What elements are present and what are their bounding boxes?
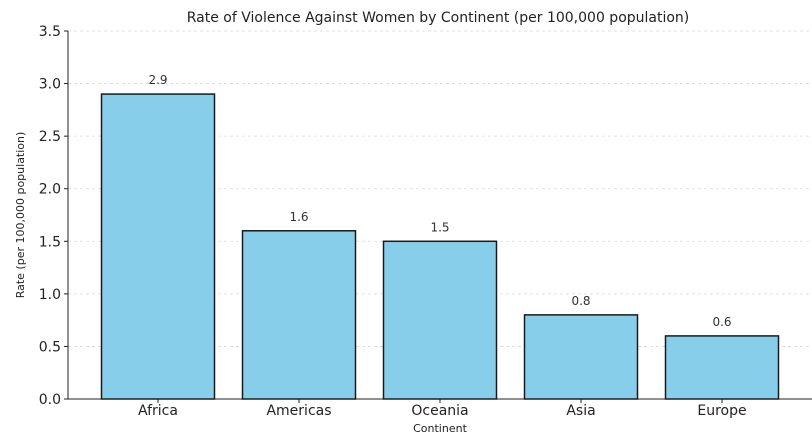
data-label: 2.9	[148, 73, 167, 87]
data-label: 0.6	[712, 315, 731, 329]
x-tick-label: Europe	[697, 403, 746, 419]
y-tick-label: 2.0	[39, 182, 61, 198]
data-label: 1.6	[289, 210, 308, 224]
x-tick-label: Asia	[566, 403, 595, 419]
bar-africa	[100, 93, 216, 400]
x-axis-label: Continent	[413, 422, 467, 435]
bar-oceania	[382, 240, 498, 400]
bar-asia	[523, 314, 639, 400]
y-axis-ticks: 0.0 0.5 1.0 1.5 2.0 2.5 3.0 3.5	[39, 24, 68, 408]
x-tick-label: Africa	[138, 403, 178, 419]
y-tick-label: 2.5	[39, 129, 61, 145]
y-tick-label: 1.5	[39, 234, 61, 250]
y-tick-label: 1.0	[39, 287, 61, 303]
y-tick-label: 0.0	[39, 392, 61, 408]
bars: 2.9 1.6 1.5 0.8 0.6	[100, 73, 780, 400]
y-tick-label: 3.5	[39, 24, 61, 40]
y-tick-label: 3.0	[39, 77, 61, 93]
x-tick-label: Americas	[266, 403, 331, 419]
bar-americas	[241, 230, 357, 400]
y-axis-label: Rate (per 100,000 population)	[14, 132, 27, 299]
data-label: 0.8	[571, 294, 590, 308]
chart-title: Rate of Violence Against Women by Contin…	[187, 10, 690, 26]
bar-europe	[664, 335, 780, 400]
x-axis-ticks: Africa Americas Oceania Asia Europe	[138, 399, 747, 419]
x-tick-label: Oceania	[411, 403, 468, 419]
y-tick-label: 0.5	[39, 339, 61, 355]
data-label: 1.5	[430, 220, 449, 234]
